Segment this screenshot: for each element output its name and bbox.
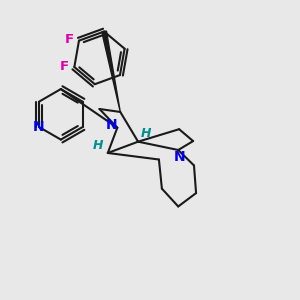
Text: H: H [93, 139, 104, 152]
Text: F: F [65, 33, 74, 46]
Polygon shape [102, 31, 120, 112]
Text: H: H [140, 127, 151, 140]
Text: N: N [174, 149, 185, 164]
Text: N: N [106, 118, 117, 132]
Text: N: N [33, 120, 45, 134]
Text: F: F [60, 60, 69, 73]
